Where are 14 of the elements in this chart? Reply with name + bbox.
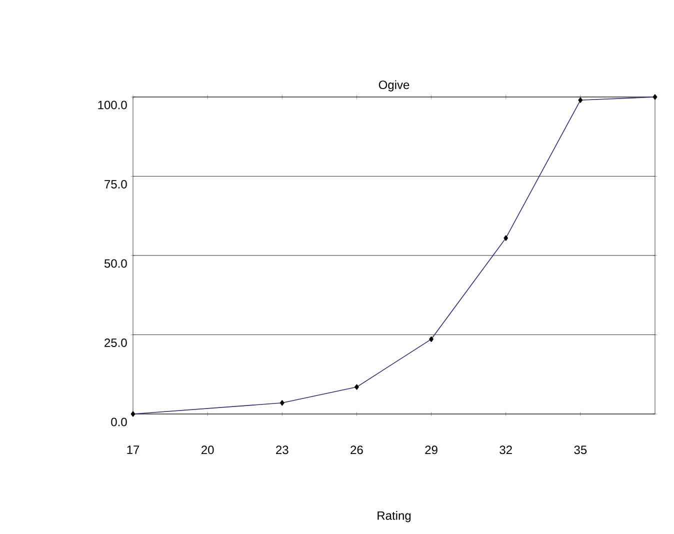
x-tick-label: 29 (425, 446, 438, 454)
x-tick-label: 23 (276, 446, 288, 454)
x-tick-label: 26 (350, 446, 363, 454)
y-tick-label: 100.0 (98, 100, 127, 110)
x-tick-label: 20 (202, 446, 214, 454)
y-tick-label: 0.0 (111, 418, 127, 426)
y-tick-label: 75.0 (104, 180, 127, 188)
x-tick-label: 32 (500, 446, 512, 454)
x-tick-label: 17 (127, 446, 140, 454)
y-tick-label: 50.0 (104, 259, 127, 268)
x-tick-label: 35 (574, 446, 587, 454)
chart-title: Ogive (378, 80, 410, 92)
x-axis-title: Rating (378, 511, 411, 522)
y-tick-label: 25.0 (104, 338, 127, 347)
